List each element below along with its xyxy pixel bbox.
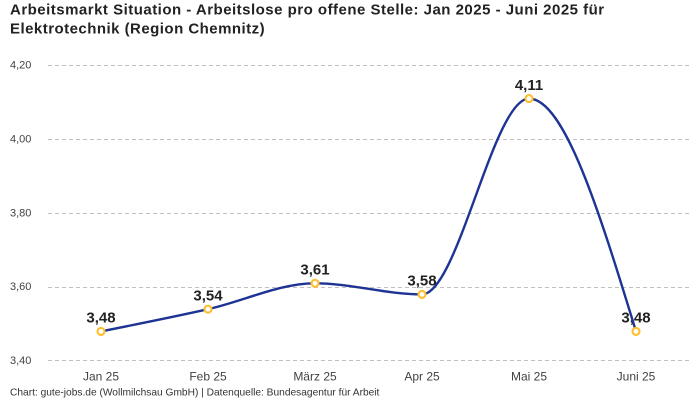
svg-text:3,80: 3,80 [10, 207, 31, 219]
svg-text:Jan 25: Jan 25 [83, 370, 119, 384]
svg-text:Elektrotechnik (Region Chemnit: Elektrotechnik (Region Chemnitz) [10, 21, 265, 38]
svg-text:3,48: 3,48 [621, 310, 650, 327]
svg-text:Juni 25: Juni 25 [617, 370, 656, 384]
svg-text:Feb 25: Feb 25 [189, 370, 227, 384]
svg-text:Apr 25: Apr 25 [404, 370, 440, 384]
svg-text:Mai 25: Mai 25 [511, 370, 547, 384]
svg-text:4,20: 4,20 [10, 60, 31, 72]
svg-text:Chart: gute-jobs.de (Wollmilch: Chart: gute-jobs.de (Wollmilchsau GmbH) … [10, 388, 380, 399]
svg-text:Arbeitsmarkt Situation - Arbei: Arbeitsmarkt Situation - Arbeitslose pro… [10, 2, 605, 19]
svg-text:3,48: 3,48 [86, 310, 115, 327]
svg-text:4,00: 4,00 [10, 134, 31, 146]
svg-text:3,40: 3,40 [10, 355, 31, 367]
svg-text:3,58: 3,58 [407, 273, 436, 290]
svg-text:3,54: 3,54 [193, 287, 223, 304]
svg-text:3,60: 3,60 [10, 281, 31, 293]
svg-text:3,61: 3,61 [300, 262, 329, 279]
svg-text:4,11: 4,11 [515, 77, 543, 94]
svg-text:März 25: März 25 [293, 370, 337, 384]
